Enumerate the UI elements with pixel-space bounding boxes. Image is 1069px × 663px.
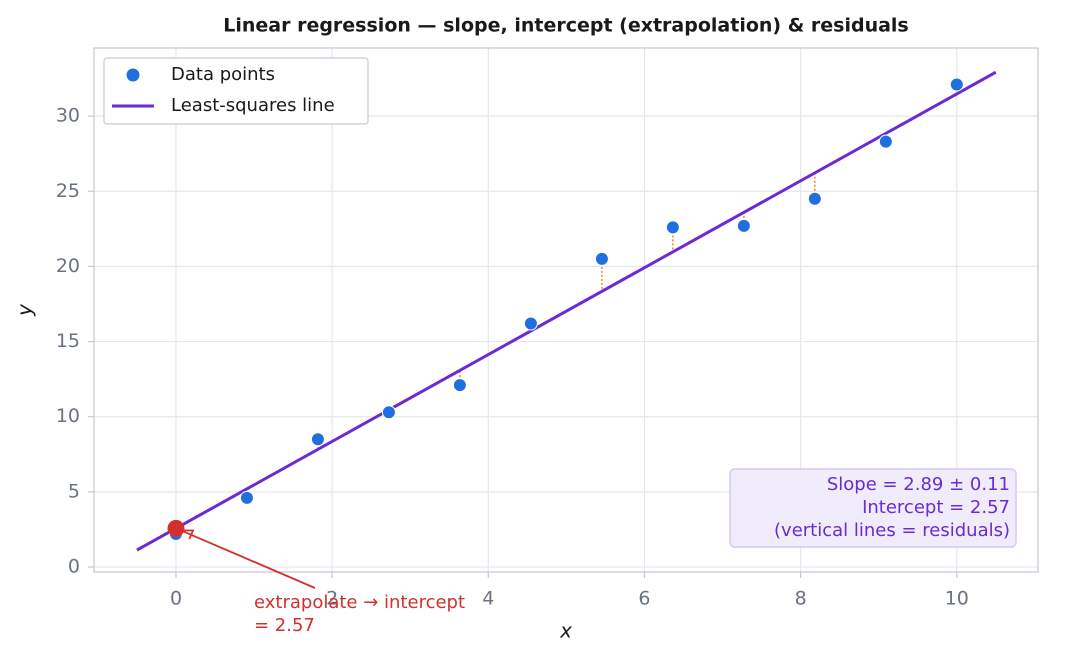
x-tick-label: 6 [638,588,650,610]
stats-box [729,468,1017,548]
legend: Data points Least-squares line [103,57,369,125]
data-point [949,77,964,92]
y-tick-label: 30 [56,105,80,127]
x-tick-label: 8 [795,588,807,610]
plot-frame [93,47,1039,573]
stats-text: Intercept = 2.57 [862,497,1010,518]
data-point [594,251,609,266]
y-tick-label: 20 [56,255,80,277]
x-tick-label: 10 [945,588,969,610]
data-point [239,490,254,505]
y-tick-label: 5 [68,480,80,502]
stats-text: (vertical lines = residuals) [774,520,1010,541]
arrow-head [180,529,195,540]
y-tick-label: 15 [56,330,80,352]
annotation-text: = 2.57 [254,615,315,636]
legend-box [103,57,369,125]
stats-text: Slope = 2.89 ± 0.11 [827,474,1010,495]
y-tick-label: 25 [56,180,80,202]
x-tick-label: 0 [170,588,182,610]
y-axis-label: y [13,303,37,317]
data-point [807,191,822,206]
intercept-point [167,519,185,537]
x-tick-label: 4 [482,588,494,610]
data-point [665,220,680,235]
regression-line [136,70,997,552]
y-tick-label: 10 [56,405,80,427]
annotation-arrow [180,529,316,589]
x-axis-label: x [559,619,572,643]
y-tick-label: 0 [68,556,80,578]
data-point [878,134,893,149]
legend-marker [126,68,140,82]
chart-title: Linear regression — slope, intercept (ex… [223,15,909,37]
annotation-text: extrapolate → intercept [254,592,465,613]
x-tick-label: 2 [326,588,338,610]
data-point [452,378,467,393]
legend-label: Data points [171,64,275,85]
data-point [310,432,325,447]
data-point [736,218,751,233]
data-point [523,316,538,331]
legend-label: Least-squares line [171,95,335,116]
data-point [381,405,396,420]
